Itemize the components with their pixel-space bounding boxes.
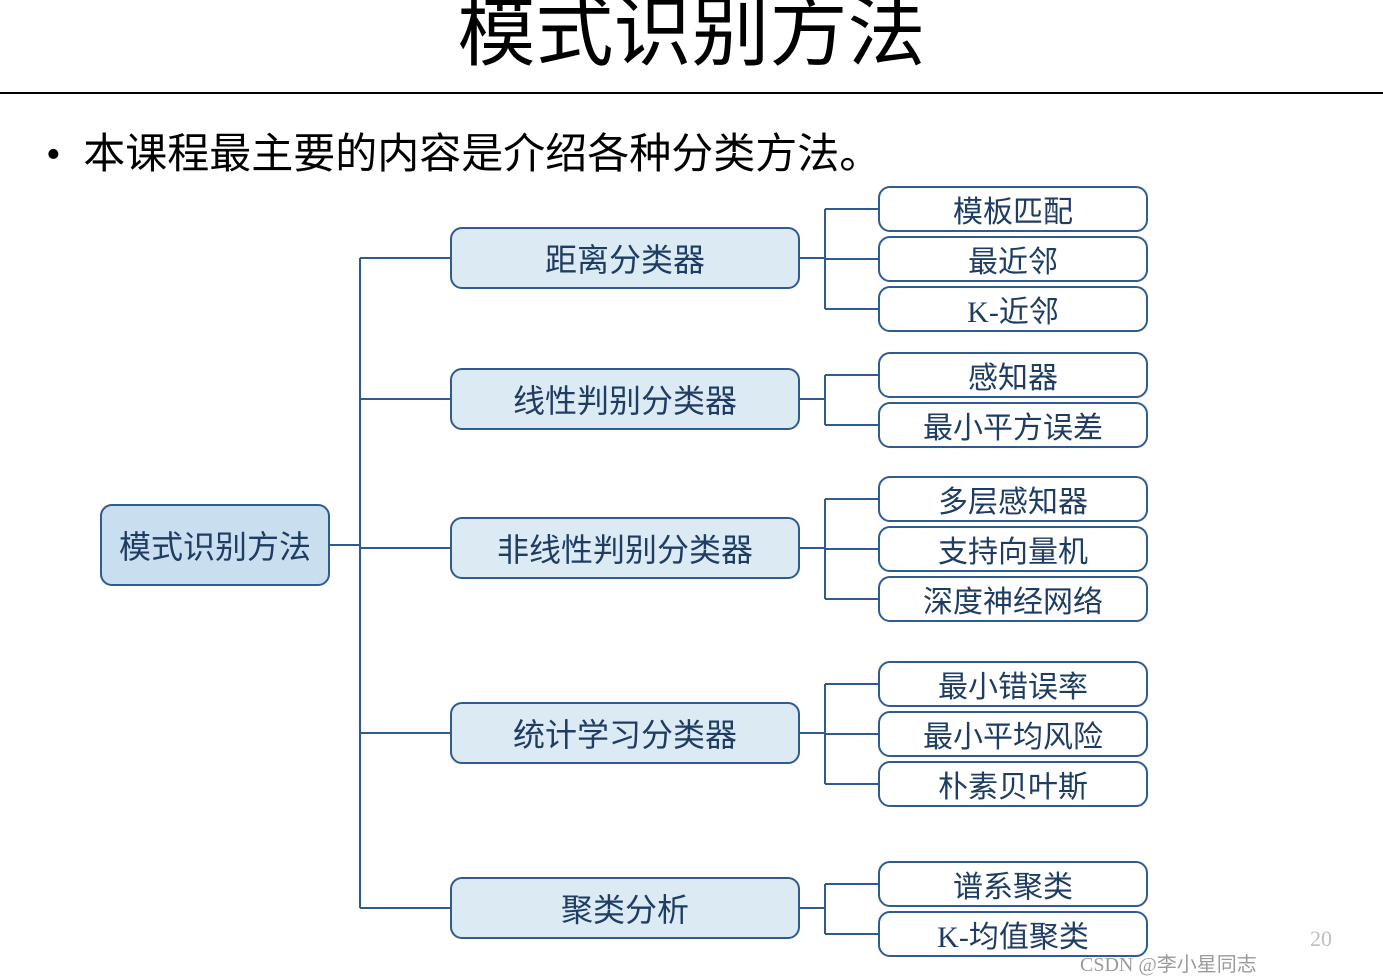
tree-leaf-2: K-近邻 — [878, 286, 1148, 332]
bullet-text: 本课程最主要的内容是介绍各种分类方法。 — [83, 132, 881, 178]
tree-leaf-1: 最近邻 — [878, 236, 1148, 282]
slide-title: 模式识别方法 — [0, 0, 1383, 82]
bullet-marker: • — [46, 132, 61, 178]
tree-leaf-10: 朴素贝叶斯 — [878, 761, 1148, 807]
tree-leaf-8: 最小错误率 — [878, 661, 1148, 707]
tree-leaf-12: K-均值聚类 — [878, 911, 1148, 957]
tree-leaf-7: 深度神经网络 — [878, 576, 1148, 622]
tree-leaf-11: 谱系聚类 — [878, 861, 1148, 907]
tree-leaf-6: 支持向量机 — [878, 526, 1148, 572]
slide-page: 模式识别方法 • 本课程最主要的内容是介绍各种分类方法。 20 CSDN @李小… — [0, 0, 1383, 980]
tree-mid-0: 距离分类器 — [450, 227, 800, 289]
page-number: 20 — [1310, 926, 1332, 952]
tree-leaf-4: 最小平方误差 — [878, 402, 1148, 448]
tree-leaf-5: 多层感知器 — [878, 476, 1148, 522]
bullet-line: • 本课程最主要的内容是介绍各种分类方法。 — [46, 120, 881, 181]
tree-mid-3: 统计学习分类器 — [450, 702, 800, 764]
tree-mid-1: 线性判别分类器 — [450, 368, 800, 430]
tree-leaf-0: 模板匹配 — [878, 186, 1148, 232]
tree-root: 模式识别方法 — [100, 504, 330, 586]
tree-mid-4: 聚类分析 — [450, 877, 800, 939]
tree-leaf-9: 最小平均风险 — [878, 711, 1148, 757]
tree-leaf-3: 感知器 — [878, 352, 1148, 398]
title-underline — [0, 92, 1383, 94]
tree-mid-2: 非线性判别分类器 — [450, 517, 800, 579]
